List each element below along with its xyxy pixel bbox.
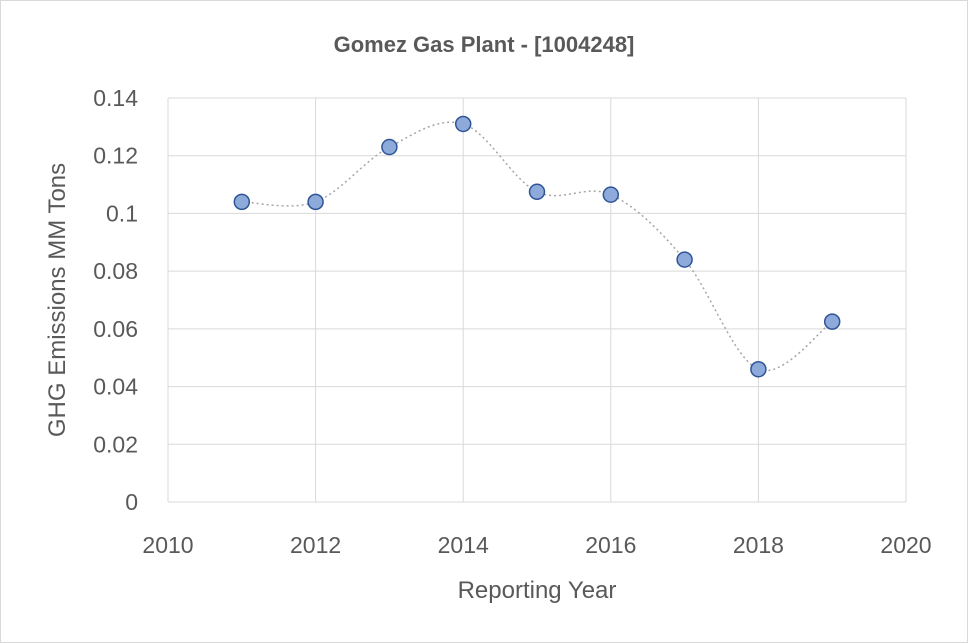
y-tick-label: 0.14 xyxy=(93,85,138,111)
y-tick-label: 0.08 xyxy=(93,258,138,284)
data-point xyxy=(750,361,767,378)
y-tick-labels: 0 0.02 0.04 0.06 0.08 0.1 0.12 0.14 xyxy=(93,85,138,515)
x-tick-label: 2012 xyxy=(290,532,341,558)
y-tick-label: 0.1 xyxy=(106,200,138,226)
x-tick-label: 2018 xyxy=(733,532,784,558)
data-point xyxy=(602,186,620,203)
y-axis-label: GHG Emissions MM Tons xyxy=(44,163,71,437)
chart-title: Gomez Gas Plant - [1004248] xyxy=(334,32,635,57)
data-point xyxy=(233,193,251,211)
data-point xyxy=(823,313,841,330)
y-tick-label: 0.12 xyxy=(93,143,138,169)
grid-lines xyxy=(167,97,907,503)
data-point xyxy=(454,115,472,133)
y-tick-label: 0.04 xyxy=(93,374,138,400)
y-tick-label: 0.06 xyxy=(93,316,138,342)
x-tick-label: 2014 xyxy=(438,532,489,558)
x-axis-label: Reporting Year xyxy=(458,577,617,604)
x-tick-labels: 2010 2012 2014 2016 2018 2020 xyxy=(142,532,931,558)
data-point xyxy=(676,251,693,268)
data-point xyxy=(307,193,324,211)
x-tick-label: 2020 xyxy=(880,532,931,558)
y-tick-label: 0.02 xyxy=(93,431,138,457)
y-tick-label: 0 xyxy=(125,489,138,515)
x-tick-label: 2016 xyxy=(585,532,636,558)
x-tick-label: 2010 xyxy=(142,532,193,558)
data-point xyxy=(381,138,398,156)
data-points xyxy=(233,115,841,378)
series-trend-line xyxy=(241,121,833,372)
data-point xyxy=(528,183,546,201)
